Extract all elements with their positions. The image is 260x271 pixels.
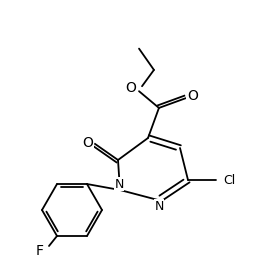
Text: O: O: [126, 81, 136, 95]
Text: O: O: [187, 89, 198, 103]
Text: N: N: [154, 199, 164, 212]
Text: O: O: [83, 136, 94, 150]
Text: Cl: Cl: [223, 173, 235, 186]
Text: N: N: [114, 178, 124, 191]
Text: F: F: [36, 244, 44, 258]
